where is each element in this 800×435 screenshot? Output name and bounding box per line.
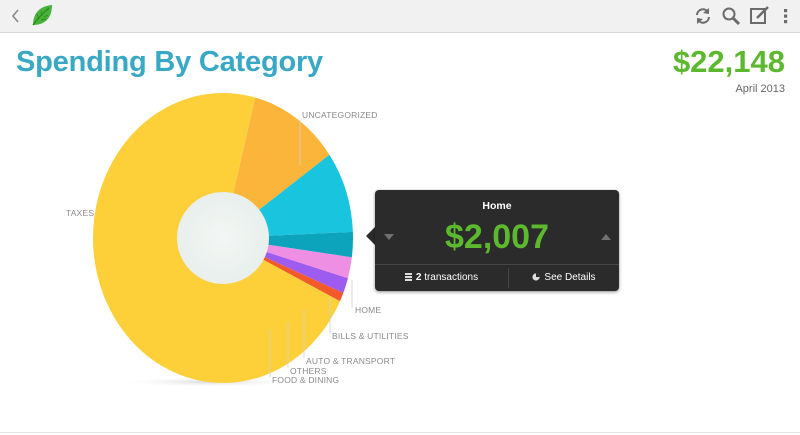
- next-category-arrow-icon[interactable]: [601, 234, 611, 240]
- back-chevron-icon[interactable]: [8, 6, 22, 26]
- slice-label-auto-transport: AUTO & TRANSPORT: [306, 356, 395, 366]
- transactions-button[interactable]: 2 transactions: [375, 265, 508, 291]
- slice-label-others: OTHERS: [290, 366, 327, 376]
- see-details-label: See Details: [544, 272, 596, 283]
- transactions-label: transactions: [424, 272, 479, 283]
- total-spending-amount: $22,148: [672, 44, 785, 79]
- bottom-divider: [0, 432, 800, 433]
- slice-label-taxes: TAXES: [66, 208, 94, 218]
- tooltip-category-name: Home: [482, 200, 512, 212]
- action-bar: [0, 0, 800, 33]
- page-title: Spending By Category: [16, 46, 323, 78]
- slice-label-food-dining: FOOD & DINING: [272, 375, 339, 385]
- slice-label-uncategorized: UNCATEGORIZED: [302, 110, 378, 120]
- slice-label-home: HOME: [355, 305, 381, 315]
- period-label: April 2013: [735, 83, 785, 95]
- pie-chart-icon: [532, 273, 541, 281]
- tooltip-amount: $2,007: [445, 218, 549, 256]
- category-tooltip: Home $2,007 2 transactions See Details: [375, 190, 619, 291]
- tooltip-button-divider: [508, 268, 509, 288]
- search-icon[interactable]: [720, 5, 742, 27]
- donut-hole: [177, 192, 269, 284]
- slice-label-bills-utilities: BILLS & UTILITIES: [332, 331, 409, 341]
- compose-icon[interactable]: [748, 5, 770, 27]
- refresh-icon[interactable]: [692, 5, 714, 27]
- spending-donut-chart[interactable]: TAXES UNCATEGORIZED HOME BILLS & UTILITIES A…: [0, 90, 440, 410]
- tooltip-pointer: [366, 227, 375, 245]
- transactions-list-icon: [404, 273, 412, 282]
- mint-leaf-logo-icon[interactable]: [30, 3, 54, 29]
- previous-category-arrow-icon[interactable]: [384, 234, 394, 240]
- overflow-menu-icon[interactable]: [775, 5, 797, 27]
- see-details-button[interactable]: See Details: [509, 265, 619, 291]
- transactions-count: 2: [415, 272, 422, 283]
- tooltip-divider: [375, 264, 619, 265]
